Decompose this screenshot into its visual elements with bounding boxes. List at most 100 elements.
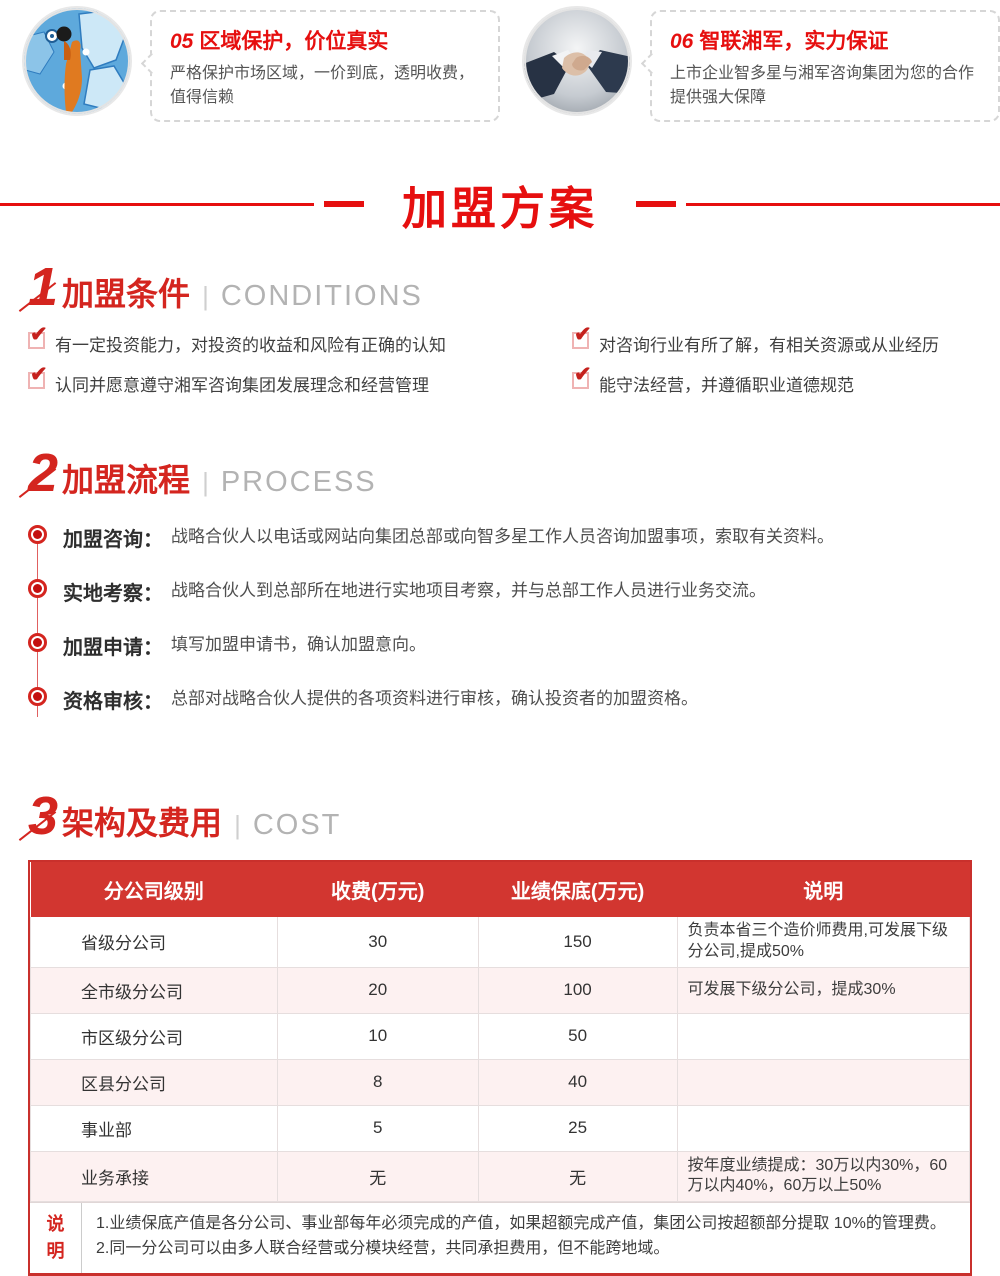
cell-minimum: 150 <box>477 917 678 968</box>
col-header-minimum: 业绩保底(万元) <box>478 862 678 917</box>
process-step: 资格审核： 总部对战略合伙人提供的各项资料进行审核，确认投资者的加盟资格。 <box>28 685 972 714</box>
process-step-label: 加盟咨询： <box>63 529 163 551</box>
footnote-line-2: 2.同一分公司可以由多人联合经营或分模块经营，共同承担费用，但不能跨地域。 <box>96 1239 670 1257</box>
checkbox-icon: ✔ <box>572 324 592 349</box>
col-header-note: 说明 <box>677 862 970 917</box>
feature-title-text: 区域保护，价位真实 <box>199 30 389 53</box>
footnote-body: 1.业绩保底产值是各分公司、事业部每年必须完成的产值，如果超额完成产值，集团公司… <box>82 1203 960 1273</box>
section-number: 1 <box>28 257 59 317</box>
section-subtitle: COST <box>252 809 342 841</box>
cell-level: 全市级分公司 <box>30 966 278 1014</box>
feature-05: 05 区域保护，价位真实 严格保护市场区域，一价到底，透明收费，值得信赖 <box>0 8 500 122</box>
process-step-label: 实地考察： <box>63 583 163 605</box>
cost-table: 分公司级别 收费(万元) 业绩保底(万元) 说明 省级分公司 30 150 负责… <box>30 862 971 1203</box>
timeline-dot-icon <box>28 579 47 598</box>
footnote-line-1: 1.业绩保底产值是各分公司、事业部每年必须完成的产值，如果超额完成产值，集团公司… <box>96 1215 946 1233</box>
section-title: 架构及费用 <box>62 805 223 841</box>
section-process: 2 加盟流程 | PROCESS 加盟咨询： 战略合伙人以电话或网站向集团总部或… <box>28 446 972 743</box>
cost-heading: 3 架构及费用 | COST <box>28 789 972 844</box>
table-row: 事业部 5 25 <box>30 1104 971 1152</box>
conditions-list: ✔ 有一定投资能力，对投资的收益和风险有正确的认知 ✔ 对咨询行业有所了解，有相… <box>28 324 972 396</box>
condition-text: 有一定投资能力，对投资的收益和风险有正确的认知 <box>55 336 446 355</box>
condition-text: 认同并愿意遵守湘军咨询集团发展理念和经营管理 <box>55 376 429 395</box>
cell-fee: 10 <box>276 1012 479 1060</box>
process-step-label: 加盟申请： <box>63 637 163 659</box>
process-step-desc: 总部对战略合伙人提供的各项资料进行审核，确认投资者的加盟资格。 <box>171 689 698 708</box>
pipe-divider: | <box>234 810 241 840</box>
table-footnote: 说明 1.业绩保底产值是各分公司、事业部每年必须完成的产值，如果超额完成产值，集… <box>30 1202 970 1274</box>
feature-bubble-05: 05 区域保护，价位真实 严格保护市场区域，一价到底，透明收费，值得信赖 <box>150 10 500 122</box>
cell-minimum: 25 <box>477 1104 678 1152</box>
feature-bubble-06: 06 智联湘军，实力保证 上市企业智多星与湘军咨询集团为您的合作提供强大保障 <box>650 10 1000 122</box>
process-step-desc: 战略合伙人以电话或网站向集团总部或向智多星工作人员咨询加盟事项，索取有关资料。 <box>171 527 834 546</box>
page-title: 加盟方案 <box>402 182 599 234</box>
section-number: 3 <box>28 786 59 846</box>
timeline-dot-icon <box>28 633 47 652</box>
feature-title-text: 智联湘军，实力保证 <box>699 30 889 53</box>
cell-level: 市区级分公司 <box>30 1012 278 1060</box>
feature-06: 06 智联湘军，实力保证 上市企业智多星与湘军咨询集团为您的合作提供强大保障 <box>500 8 1000 122</box>
cell-note <box>676 1012 971 1060</box>
checkbox-icon: ✔ <box>572 364 592 389</box>
cell-minimum: 50 <box>477 1012 678 1060</box>
process-step: 实地考察： 战略合伙人到总部所在地进行实地项目考察，并与总部工作人员进行业务交流… <box>28 577 972 606</box>
process-step: 加盟咨询： 战略合伙人以电话或网站向集团总部或向智多星工作人员咨询加盟事项，索取… <box>28 523 972 552</box>
checkbox-icon: ✔ <box>28 324 48 349</box>
cell-fee: 30 <box>276 917 479 968</box>
cell-note <box>676 1058 971 1106</box>
feature-image-handshake <box>524 8 630 114</box>
cell-note: 可发展下级分公司，提成30% <box>676 966 971 1014</box>
conditions-heading: 1 加盟条件 | CONDITIONS <box>28 260 972 315</box>
cell-minimum: 无 <box>477 1150 678 1203</box>
process-list: 加盟咨询： 战略合伙人以电话或网站向集团总部或向智多星工作人员咨询加盟事项，索取… <box>28 523 972 743</box>
cell-fee: 8 <box>276 1058 479 1106</box>
check-mark-icon: ✔ <box>574 363 592 386</box>
cell-level: 区县分公司 <box>30 1058 278 1106</box>
feature-image-map <box>24 8 130 114</box>
section-number: 2 <box>28 443 59 503</box>
banner-line-left <box>0 202 314 206</box>
timeline-dot-icon <box>28 687 47 706</box>
timeline-dot-icon <box>28 525 47 544</box>
pipe-divider: | <box>202 281 209 311</box>
section-title: 加盟流程 <box>62 462 191 498</box>
cell-fee: 20 <box>276 966 479 1014</box>
check-mark-icon: ✔ <box>574 323 592 346</box>
feature-desc: 上市企业智多星与湘军咨询集团为您的合作提供强大保障 <box>670 65 975 106</box>
section-conditions: 1 加盟条件 | CONDITIONS ✔ 有一定投资能力，对投资的收益和风险有… <box>28 260 972 396</box>
condition-item: ✔ 能守法经营，并遵循职业道德规范 <box>572 364 972 396</box>
cell-level: 业务承接 <box>30 1150 278 1203</box>
table-row: 区县分公司 8 40 <box>30 1058 971 1106</box>
pipe-divider: | <box>202 467 209 497</box>
cell-minimum: 40 <box>477 1058 678 1106</box>
feature-desc: 严格保护市场区域，一价到底，透明收费，值得信赖 <box>170 65 475 106</box>
cell-note <box>676 1104 971 1152</box>
table-row: 全市级分公司 20 100 可发展下级分公司，提成30% <box>30 966 971 1014</box>
cell-note: 负责本省三个造价师费用,可发展下级分公司,提成50% <box>676 917 971 968</box>
table-row: 业务承接 无 无 按年度业绩提成：30万以内30%，60万以内40%，60万以上… <box>30 1150 971 1203</box>
cell-minimum: 100 <box>477 966 678 1014</box>
check-mark-icon: ✔ <box>30 323 48 346</box>
timeline-connector <box>37 535 38 717</box>
cell-level: 事业部 <box>30 1104 278 1152</box>
footnote-label: 说明 <box>30 1203 82 1274</box>
cell-fee: 无 <box>276 1150 479 1203</box>
feature-number: 05 <box>170 30 194 53</box>
section-subtitle: CONDITIONS <box>220 280 423 312</box>
condition-item: ✔ 有一定投资能力，对投资的收益和风险有正确的认知 <box>28 324 568 356</box>
banner-dash-left <box>324 201 364 207</box>
cell-level: 省级分公司 <box>30 917 278 968</box>
cell-note: 按年度业绩提成：30万以内30%，60万以内40%，60万以上50% <box>676 1150 971 1203</box>
section-subtitle: PROCESS <box>220 466 377 498</box>
feature-title: 06 智联湘军，实力保证 <box>670 25 982 55</box>
condition-text: 能守法经营，并遵循职业道德规范 <box>599 376 854 395</box>
process-step-desc: 填写加盟申请书，确认加盟意向。 <box>171 635 426 654</box>
cost-table-container: 分公司级别 收费(万元) 业绩保底(万元) 说明 省级分公司 30 150 负责… <box>28 860 972 1276</box>
condition-item: ✔ 认同并愿意遵守湘军咨询集团发展理念和经营管理 <box>28 364 568 396</box>
condition-text: 对咨询行业有所了解，有相关资源或从业经历 <box>599 336 939 355</box>
table-row: 省级分公司 30 150 负责本省三个造价师费用,可发展下级分公司,提成50% <box>30 917 971 968</box>
process-step: 加盟申请： 填写加盟申请书，确认加盟意向。 <box>28 631 972 660</box>
process-step-desc: 战略合伙人到总部所在地进行实地项目考察，并与总部工作人员进行业务交流。 <box>171 581 766 600</box>
col-header-level: 分公司级别 <box>30 862 278 917</box>
table-row: 市区级分公司 10 50 <box>30 1012 971 1060</box>
